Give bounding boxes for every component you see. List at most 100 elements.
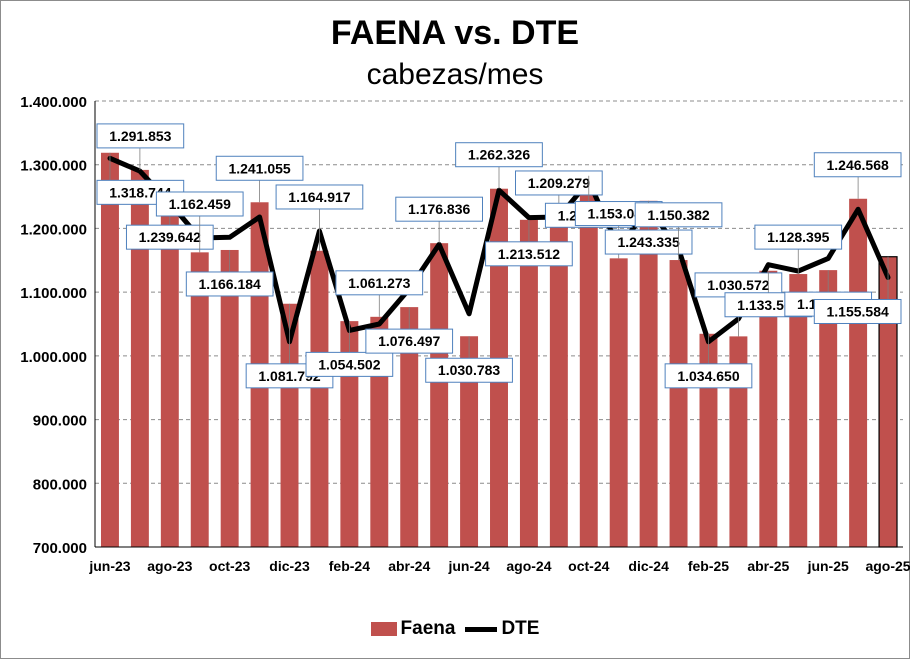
data-label: 1.054.502 <box>305 321 394 377</box>
data-label-box <box>515 170 603 196</box>
x-tick-label: feb-24 <box>329 558 370 574</box>
data-label: 1.246.568 <box>813 152 902 199</box>
data-label-text: 1.081.792 <box>258 368 320 384</box>
legend-swatch-faena <box>370 622 397 636</box>
data-label-text: 1.291.853 <box>109 128 171 144</box>
y-tick-label: 1.000.000 <box>20 349 87 366</box>
data-label-text: 1.054.502 <box>318 356 380 372</box>
bar-faena <box>190 252 209 548</box>
chart-subtitle: cabezas/mes <box>366 58 544 91</box>
bar-faena <box>160 203 179 547</box>
bar-faena <box>789 274 808 547</box>
data-label-box <box>425 357 513 383</box>
bar-faena <box>729 336 748 547</box>
legend: Faena DTE <box>0 618 910 640</box>
x-tick-label: dic-24 <box>628 558 669 574</box>
data-label-box <box>125 224 214 250</box>
legend-label-faena: Faena <box>400 618 456 639</box>
data-label-box <box>664 363 753 389</box>
legend-label-dte: DTE <box>501 618 540 639</box>
data-label: 1.155.584 <box>813 256 902 324</box>
y-tick-label: 900.000 <box>33 413 87 430</box>
legend-item-dte: DTE <box>465 618 539 640</box>
data-label-text: 1.239.642 <box>139 229 201 245</box>
data-label: 1.166.184 <box>185 249 274 297</box>
data-label-text: 1.153.046 <box>588 206 650 222</box>
data-label-text: 1.246.568 <box>827 157 889 173</box>
data-label-box <box>96 123 185 149</box>
data-label: 1.209.279 <box>515 170 603 223</box>
x-tick-label: dic-23 <box>269 558 310 574</box>
data-label-box <box>155 191 244 217</box>
data-label-box <box>395 196 483 222</box>
bars-faena <box>100 152 898 548</box>
data-label: 1.262.326 <box>455 142 543 189</box>
data-label-box <box>335 270 424 296</box>
bar-faena <box>100 152 119 548</box>
data-label: 1.076.497 <box>365 307 454 354</box>
y-tick-label: 1.300.000 <box>20 158 87 175</box>
bar-faena <box>310 250 329 548</box>
data-label-text: 1.030.783 <box>438 362 500 378</box>
legend-swatch-dte <box>465 626 498 632</box>
data-label: 1.150.382 <box>634 202 723 261</box>
data-label-box <box>813 152 902 178</box>
bar-faena <box>400 307 419 547</box>
data-label-text: 1.133.566 <box>737 297 799 313</box>
bar-faena <box>669 260 688 547</box>
data-label-box <box>485 241 573 267</box>
data-label-text: 1.128.395 <box>767 229 829 245</box>
data-label-text: 1.213.512 <box>498 246 560 262</box>
data-label: 1.213.512 <box>485 219 573 267</box>
data-label-box <box>305 351 394 377</box>
y-tick-label: 800.000 <box>33 476 87 493</box>
bar-faena <box>460 336 479 547</box>
data-label-text: 1.241.055 <box>228 160 290 176</box>
data-label-text: 1.155.584 <box>827 303 889 319</box>
bar-faena <box>220 249 239 548</box>
data-label: 1.176.836 <box>395 196 483 244</box>
data-label-text: 1.030.572 <box>707 277 769 293</box>
y-tick-label: 1.400.000 <box>20 94 87 111</box>
data-label-text: 1.034.650 <box>677 368 739 384</box>
legend-item-faena: Faena <box>370 618 456 640</box>
data-label-text: 1.262.326 <box>468 147 530 163</box>
data-label-box <box>455 142 543 168</box>
data-label: 1.239.642 <box>125 203 214 250</box>
data-label: 1.164.917 <box>275 184 364 251</box>
x-tick-label: jun-25 <box>807 558 849 574</box>
data-label-text: 1.243.335 <box>617 234 679 250</box>
data-label-text: 1.166.184 <box>199 276 261 292</box>
x-tick-label: ago-25 <box>865 558 910 574</box>
chart-title: FAENA vs. DTE <box>330 14 580 52</box>
data-label-box <box>813 298 902 324</box>
axes <box>94 101 903 548</box>
x-tick-label: abr-24 <box>388 558 430 574</box>
data-label-box <box>215 155 304 181</box>
bar-faena <box>430 243 449 547</box>
data-label-box <box>185 271 274 297</box>
data-label-text: 1.061.273 <box>348 275 410 291</box>
data-label: 1.162.459 <box>155 191 244 253</box>
data-label: 1.241.055 <box>215 155 304 203</box>
data-label-text: 1.209.279 <box>528 175 590 191</box>
data-label-box <box>604 229 693 255</box>
data-label: 1.034.650 <box>664 333 753 389</box>
x-tick-label: feb-25 <box>688 558 729 574</box>
y-tick-label: 700.000 <box>33 540 87 557</box>
data-label: 1.061.273 <box>335 270 424 317</box>
data-label: 1.291.853 <box>96 123 185 170</box>
x-tick-label: jun-23 <box>88 558 130 574</box>
bar-faena <box>639 200 658 547</box>
x-tick-label: oct-23 <box>209 558 250 574</box>
bar-faena <box>759 270 778 547</box>
data-label: 1.243.335 <box>604 200 693 255</box>
y-tick-label: 1.100.000 <box>20 285 87 302</box>
data-label-box <box>365 328 454 354</box>
bar-faena <box>340 321 359 547</box>
bar-faena <box>819 270 838 547</box>
x-tick-label: ago-23 <box>147 558 192 574</box>
data-label: 1.128.395 <box>754 224 843 275</box>
